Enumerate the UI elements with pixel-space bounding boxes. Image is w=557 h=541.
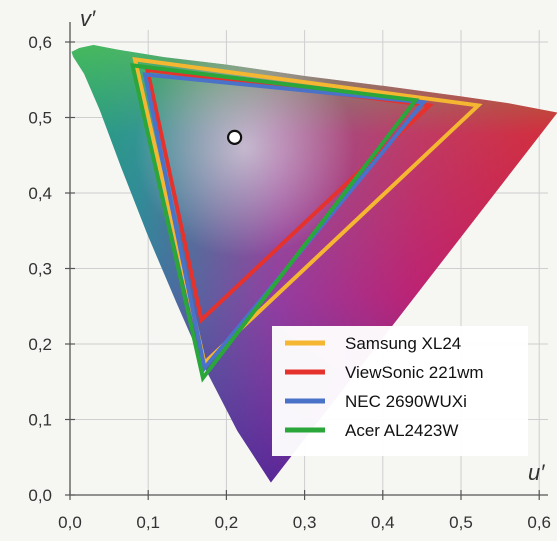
x-tick-label-5: 0,5 — [449, 513, 473, 532]
gamut-triangle-1 — [132, 56, 483, 367]
y-tick-label-1: 0,1 — [28, 411, 52, 430]
y-tick-label-2: 0,2 — [28, 335, 52, 354]
legend-label-3: NEC 2690WUXi — [345, 392, 467, 411]
legend: Samsung XL24 ViewSonic 221wm NEC 2690WUXi A… — [272, 326, 528, 456]
gamut-series — [129, 56, 483, 383]
x-tick-label-3: 0,3 — [293, 513, 317, 532]
y-tick-label-4: 0,4 — [28, 184, 52, 203]
legend-box — [272, 326, 528, 456]
x-tick-label-6: 0,6 — [527, 513, 551, 532]
x-tick-label-0: 0,0 — [58, 513, 82, 532]
y-tick-label-3: 0,3 — [28, 260, 52, 279]
y-tick-label-6: 0,6 — [28, 33, 52, 52]
locus-white-glow — [134, 45, 355, 258]
white-point — [227, 129, 243, 145]
axes: 0,0 0,1 0,2 0,3 0,4 0,5 0,6 0,0 0,1 0,2 0,3 0,4 0,5 0… — [28, 22, 551, 532]
y-tick-label-0: 0,0 — [28, 486, 52, 505]
x-tick-label-2: 0,2 — [215, 513, 239, 532]
legend-label-2: ViewSonic 221wm — [345, 363, 484, 382]
white-point-marker — [227, 129, 243, 145]
y-tick-label-5: 0,5 — [28, 109, 52, 128]
x-axis-label: u′ — [528, 460, 545, 485]
legend-label-1: Samsung XL24 — [345, 334, 461, 353]
legend-label-4: Acer AL2423W — [345, 421, 458, 440]
x-tick-label-4: 0,4 — [371, 513, 395, 532]
gamut-triangle-4 — [129, 63, 420, 383]
y-axis-label: v′ — [80, 6, 96, 31]
x-tick-label-1: 0,1 — [136, 513, 160, 532]
